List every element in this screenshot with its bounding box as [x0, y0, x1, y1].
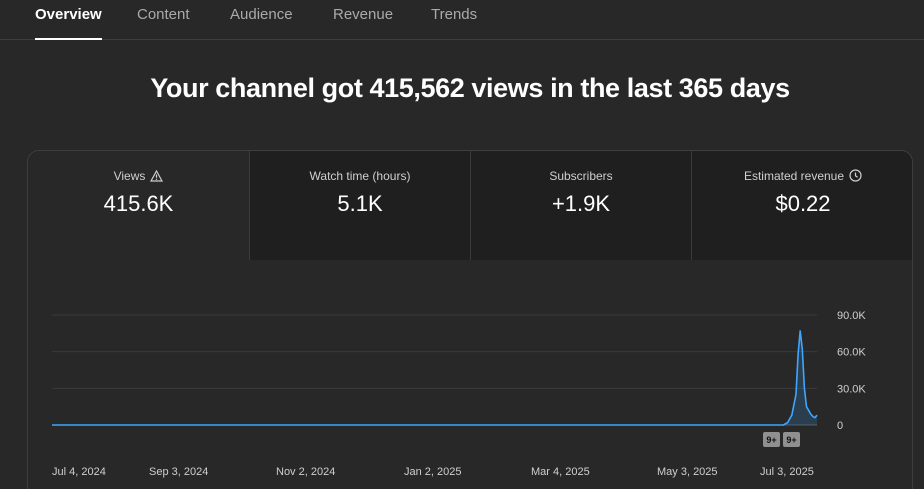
- metric-estimated-revenue[interactable]: Estimated revenue $0.22: [691, 151, 912, 260]
- x-tick-label: May 3, 2025: [657, 466, 718, 478]
- content-badge: 9+: [783, 432, 800, 447]
- y-tick-label: 60.0K: [837, 347, 866, 359]
- badge-background: [783, 432, 800, 447]
- page-headline: Your channel got 415,562 views in the la…: [150, 73, 790, 103]
- metric-watch-time-value: 5.1K: [337, 191, 383, 216]
- tab-overview[interactable]: Overview: [35, 6, 102, 40]
- badge-label: 9+: [786, 435, 796, 445]
- content-badge: 9+: [763, 432, 780, 447]
- metric-tiles: Views 415.6K Watch time (hours) 5.1K Sub…: [28, 151, 912, 260]
- metric-subscribers-value: +1.9K: [551, 191, 611, 216]
- warning-icon: [150, 169, 164, 185]
- views-series-line: [52, 330, 818, 426]
- tab-trends[interactable]: Trends: [431, 6, 478, 23]
- metric-revenue-label-text: Estimated revenue: [743, 169, 845, 183]
- metric-watch-time-label: Watch time (hours): [309, 169, 411, 183]
- x-tick-label: Jul 3, 2025: [760, 466, 814, 478]
- x-tick-label: Sep 3, 2024: [149, 466, 208, 478]
- metric-views-label: Views: [28, 169, 249, 185]
- tab-content[interactable]: Content: [137, 6, 190, 23]
- metric-subscribers[interactable]: Subscribers +1.9K: [470, 151, 691, 260]
- views-area-fill: [52, 330, 817, 425]
- metric-views-value: 415.6K: [103, 191, 174, 216]
- y-tick-label: 30.0K: [837, 383, 866, 395]
- metric-views-label-text: Views: [113, 169, 146, 183]
- badge-label: 9+: [766, 435, 776, 445]
- metric-watch-time[interactable]: Watch time (hours) 5.1K: [249, 151, 470, 260]
- clock-icon: [849, 169, 862, 185]
- analytics-tab-bar: Overview Content Audience Revenue Trends: [0, 0, 924, 40]
- metric-revenue-label: Estimated revenue: [692, 169, 912, 185]
- x-tick-label: Jul 4, 2024: [52, 466, 106, 478]
- x-tick-label: Mar 4, 2025: [531, 466, 590, 478]
- metric-revenue-value: $0.22: [775, 191, 831, 216]
- x-tick-label: Jan 2, 2025: [404, 466, 462, 478]
- badge-background: [763, 432, 780, 447]
- y-tick-label: 90.0K: [837, 310, 866, 322]
- metric-subscribers-label: Subscribers: [549, 169, 613, 183]
- metric-views[interactable]: Views 415.6K: [28, 151, 249, 260]
- y-tick-label: 0: [837, 420, 843, 432]
- tab-audience[interactable]: Audience: [230, 6, 293, 23]
- tab-revenue[interactable]: Revenue: [333, 6, 394, 23]
- x-tick-label: Nov 2, 2024: [276, 466, 335, 478]
